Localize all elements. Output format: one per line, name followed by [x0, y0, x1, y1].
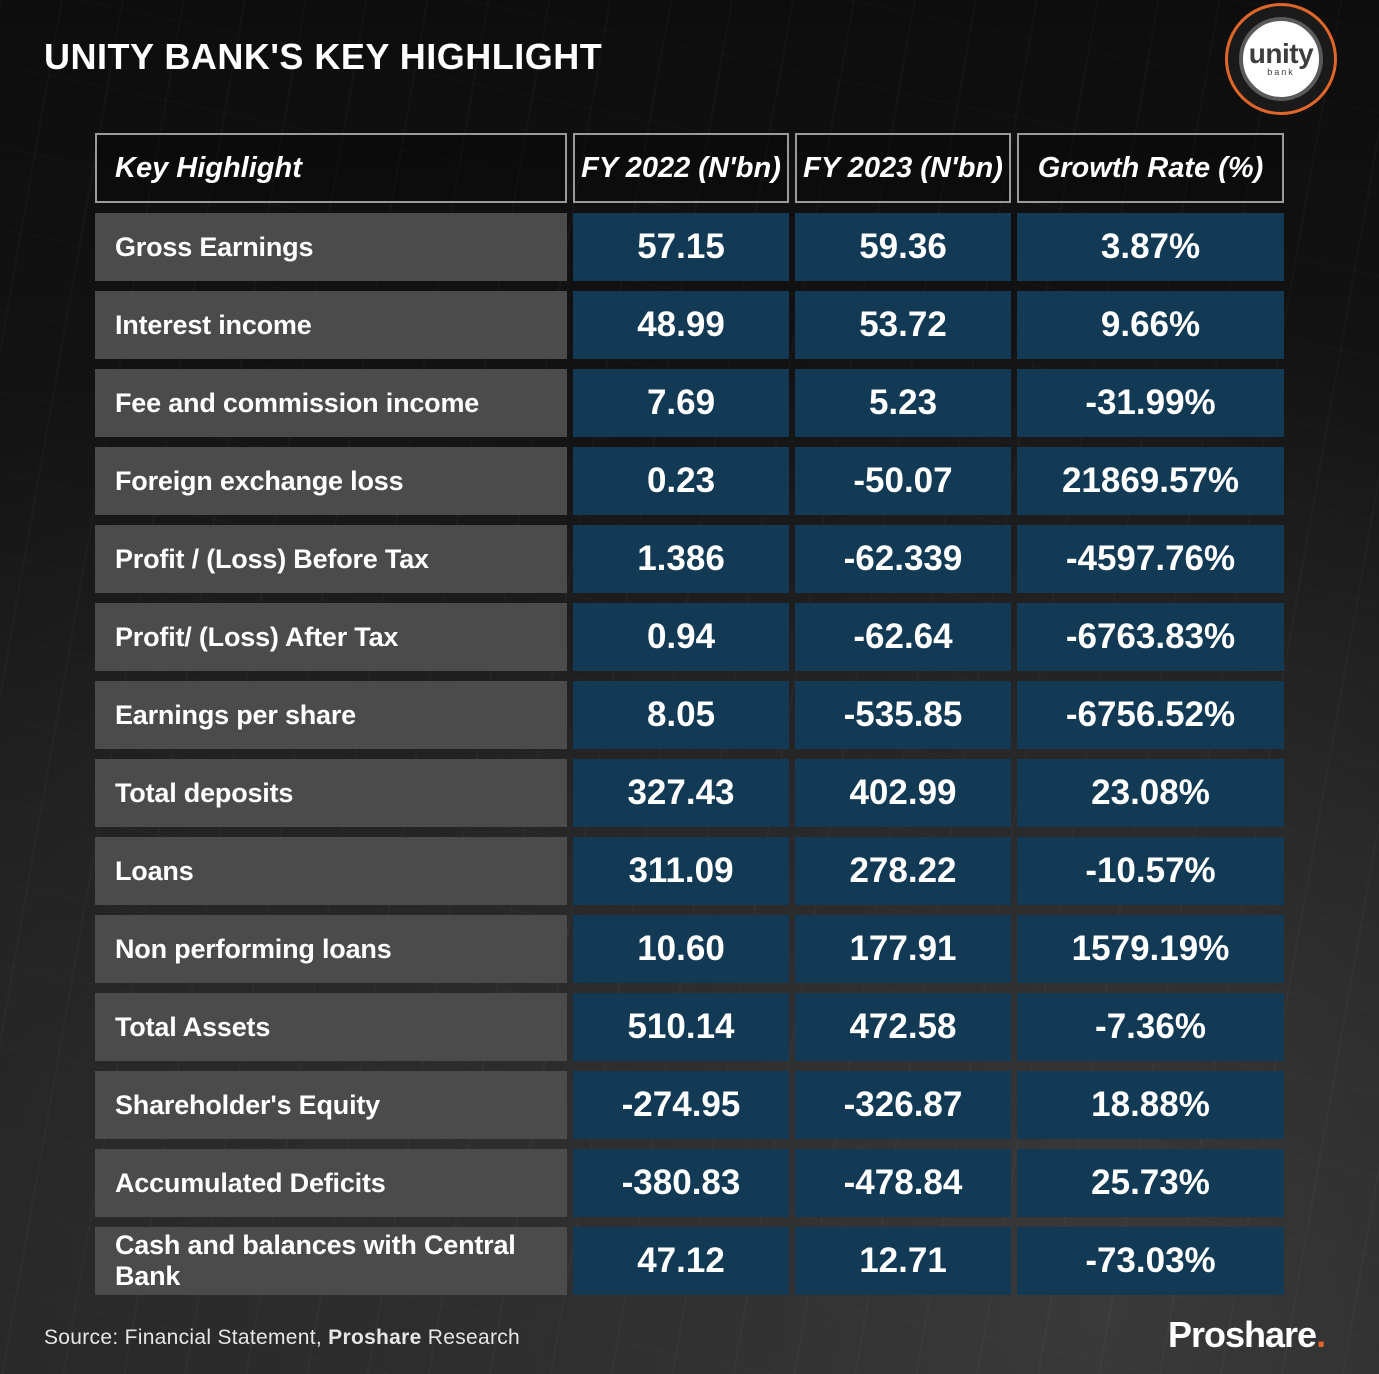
fy2022-value: 48.99: [573, 291, 789, 359]
growth-rate-value: -6756.52%: [1017, 681, 1284, 749]
growth-rate-value: -6763.83%: [1017, 603, 1284, 671]
page-title: UNITY BANK'S KEY HIGHLIGHT: [44, 36, 603, 77]
fy2022-value: 510.14: [573, 993, 789, 1061]
column-header-key-highlight: Key Highlight: [95, 133, 567, 203]
label-cell: Loans: [95, 837, 567, 905]
table-row: Cash and balances with Central Bank 47.12…: [95, 1227, 1284, 1295]
column-header-fy2022: FY 2022 (N'bn): [573, 133, 789, 203]
fy2022-value: 8.05: [573, 681, 789, 749]
fy2022-value: 47.12: [573, 1227, 789, 1295]
label-cell: Non performing loans: [95, 915, 567, 983]
label-cell: Foreign exchange loss: [95, 447, 567, 515]
fy2022-value: 327.43: [573, 759, 789, 827]
table-row: Shareholder's Equity -274.95 -326.87 18.88%: [95, 1071, 1284, 1139]
proshare-brand: Proshare.: [1168, 1314, 1326, 1356]
fy2023-value: 5.23: [795, 369, 1011, 437]
table-row: Profit/ (Loss) After Tax 0.94 -62.64 -6763.…: [95, 603, 1284, 671]
key-highlight-table: Key Highlight FY 2022 (N'bn) FY 2023 (N'…: [95, 133, 1284, 1305]
fy2022-value: 0.23: [573, 447, 789, 515]
table-row: Gross Earnings 57.15 59.36 3.87%: [95, 213, 1284, 281]
table-row: Earnings per share 8.05 -535.85 -6756.52%: [95, 681, 1284, 749]
fy2023-value: -50.07: [795, 447, 1011, 515]
table-row: Foreign exchange loss 0.23 -50.07 21869.57%: [95, 447, 1284, 515]
growth-rate-value: 23.08%: [1017, 759, 1284, 827]
fy2022-value: 10.60: [573, 915, 789, 983]
label-cell: Interest income: [95, 291, 567, 359]
fy2023-value: -478.84: [795, 1149, 1011, 1217]
fy2022-value: -380.83: [573, 1149, 789, 1217]
fy2022-value: 1.386: [573, 525, 789, 593]
table-row: Fee and commission income 7.69 5.23 -31.99%: [95, 369, 1284, 437]
label-cell: Profit/ (Loss) After Tax: [95, 603, 567, 671]
fy2023-value: -62.64: [795, 603, 1011, 671]
growth-rate-value: -10.57%: [1017, 837, 1284, 905]
fy2023-value: 53.72: [795, 291, 1011, 359]
growth-rate-value: 1579.19%: [1017, 915, 1284, 983]
source-suffix: Research: [421, 1326, 521, 1349]
table-row: Loans 311.09 278.22 -10.57%: [95, 837, 1284, 905]
fy2023-value: 278.22: [795, 837, 1011, 905]
source-bold: Proshare: [328, 1326, 422, 1349]
label-cell: Earnings per share: [95, 681, 567, 749]
logo-sub: bank: [1267, 67, 1295, 77]
label-cell: Gross Earnings: [95, 213, 567, 281]
label-cell: Shareholder's Equity: [95, 1071, 567, 1139]
growth-rate-value: -31.99%: [1017, 369, 1284, 437]
fy2023-value: 59.36: [795, 213, 1011, 281]
growth-rate-value: -7.36%: [1017, 993, 1284, 1061]
growth-rate-value: -4597.76%: [1017, 525, 1284, 593]
fy2023-value: -535.85: [795, 681, 1011, 749]
growth-rate-value: 25.73%: [1017, 1149, 1284, 1217]
label-cell: Total deposits: [95, 759, 567, 827]
label-cell: Fee and commission income: [95, 369, 567, 437]
fy2023-value: 177.91: [795, 915, 1011, 983]
growth-rate-value: 21869.57%: [1017, 447, 1284, 515]
fy2022-value: 57.15: [573, 213, 789, 281]
fy2023-value: -62.339: [795, 525, 1011, 593]
growth-rate-value: 9.66%: [1017, 291, 1284, 359]
table-row: Total deposits 327.43 402.99 23.08%: [95, 759, 1284, 827]
brand-word: Proshare: [1168, 1314, 1317, 1355]
growth-rate-value: 18.88%: [1017, 1071, 1284, 1139]
fy2022-value: -274.95: [573, 1071, 789, 1139]
fy2022-value: 0.94: [573, 603, 789, 671]
growth-rate-value: 3.87%: [1017, 213, 1284, 281]
table-header-row: Key Highlight FY 2022 (N'bn) FY 2023 (N'…: [95, 133, 1284, 203]
label-cell: Accumulated Deficits: [95, 1149, 567, 1217]
source-prefix: Source: Financial Statement,: [44, 1326, 329, 1349]
label-cell: Profit / (Loss) Before Tax: [95, 525, 567, 593]
fy2022-value: 311.09: [573, 837, 789, 905]
unity-bank-logo: unity bank: [1225, 3, 1337, 115]
fy2023-value: 12.71: [795, 1227, 1011, 1295]
table-row: Profit / (Loss) Before Tax 1.386 -62.339 -4…: [95, 525, 1284, 593]
fy2022-value: 7.69: [573, 369, 789, 437]
table-row: Non performing loans 10.60 177.91 1579.19%: [95, 915, 1284, 983]
column-header-growth-rate: Growth Rate (%): [1017, 133, 1284, 203]
column-header-fy2023: FY 2023 (N'bn): [795, 133, 1011, 203]
table-row: Accumulated Deficits -380.83 -478.84 25.73%: [95, 1149, 1284, 1217]
table-body: Gross Earnings 57.15 59.36 3.87% Interest in…: [95, 213, 1284, 1295]
fy2023-value: 402.99: [795, 759, 1011, 827]
logo-badge: unity bank: [1239, 17, 1323, 101]
table-row: Interest income 48.99 53.72 9.66%: [95, 291, 1284, 359]
label-cell: Cash and balances with Central Bank: [95, 1227, 567, 1295]
source-note: Source: Financial Statement, Proshare Re…: [44, 1326, 520, 1350]
fy2023-value: -326.87: [795, 1071, 1011, 1139]
fy2023-value: 472.58: [795, 993, 1011, 1061]
label-cell: Total Assets: [95, 993, 567, 1061]
table-row: Total Assets 510.14 472.58 -7.36%: [95, 993, 1284, 1061]
brand-dot: .: [1316, 1314, 1326, 1355]
logo-word: unity: [1248, 38, 1314, 69]
growth-rate-value: -73.03%: [1017, 1227, 1284, 1295]
